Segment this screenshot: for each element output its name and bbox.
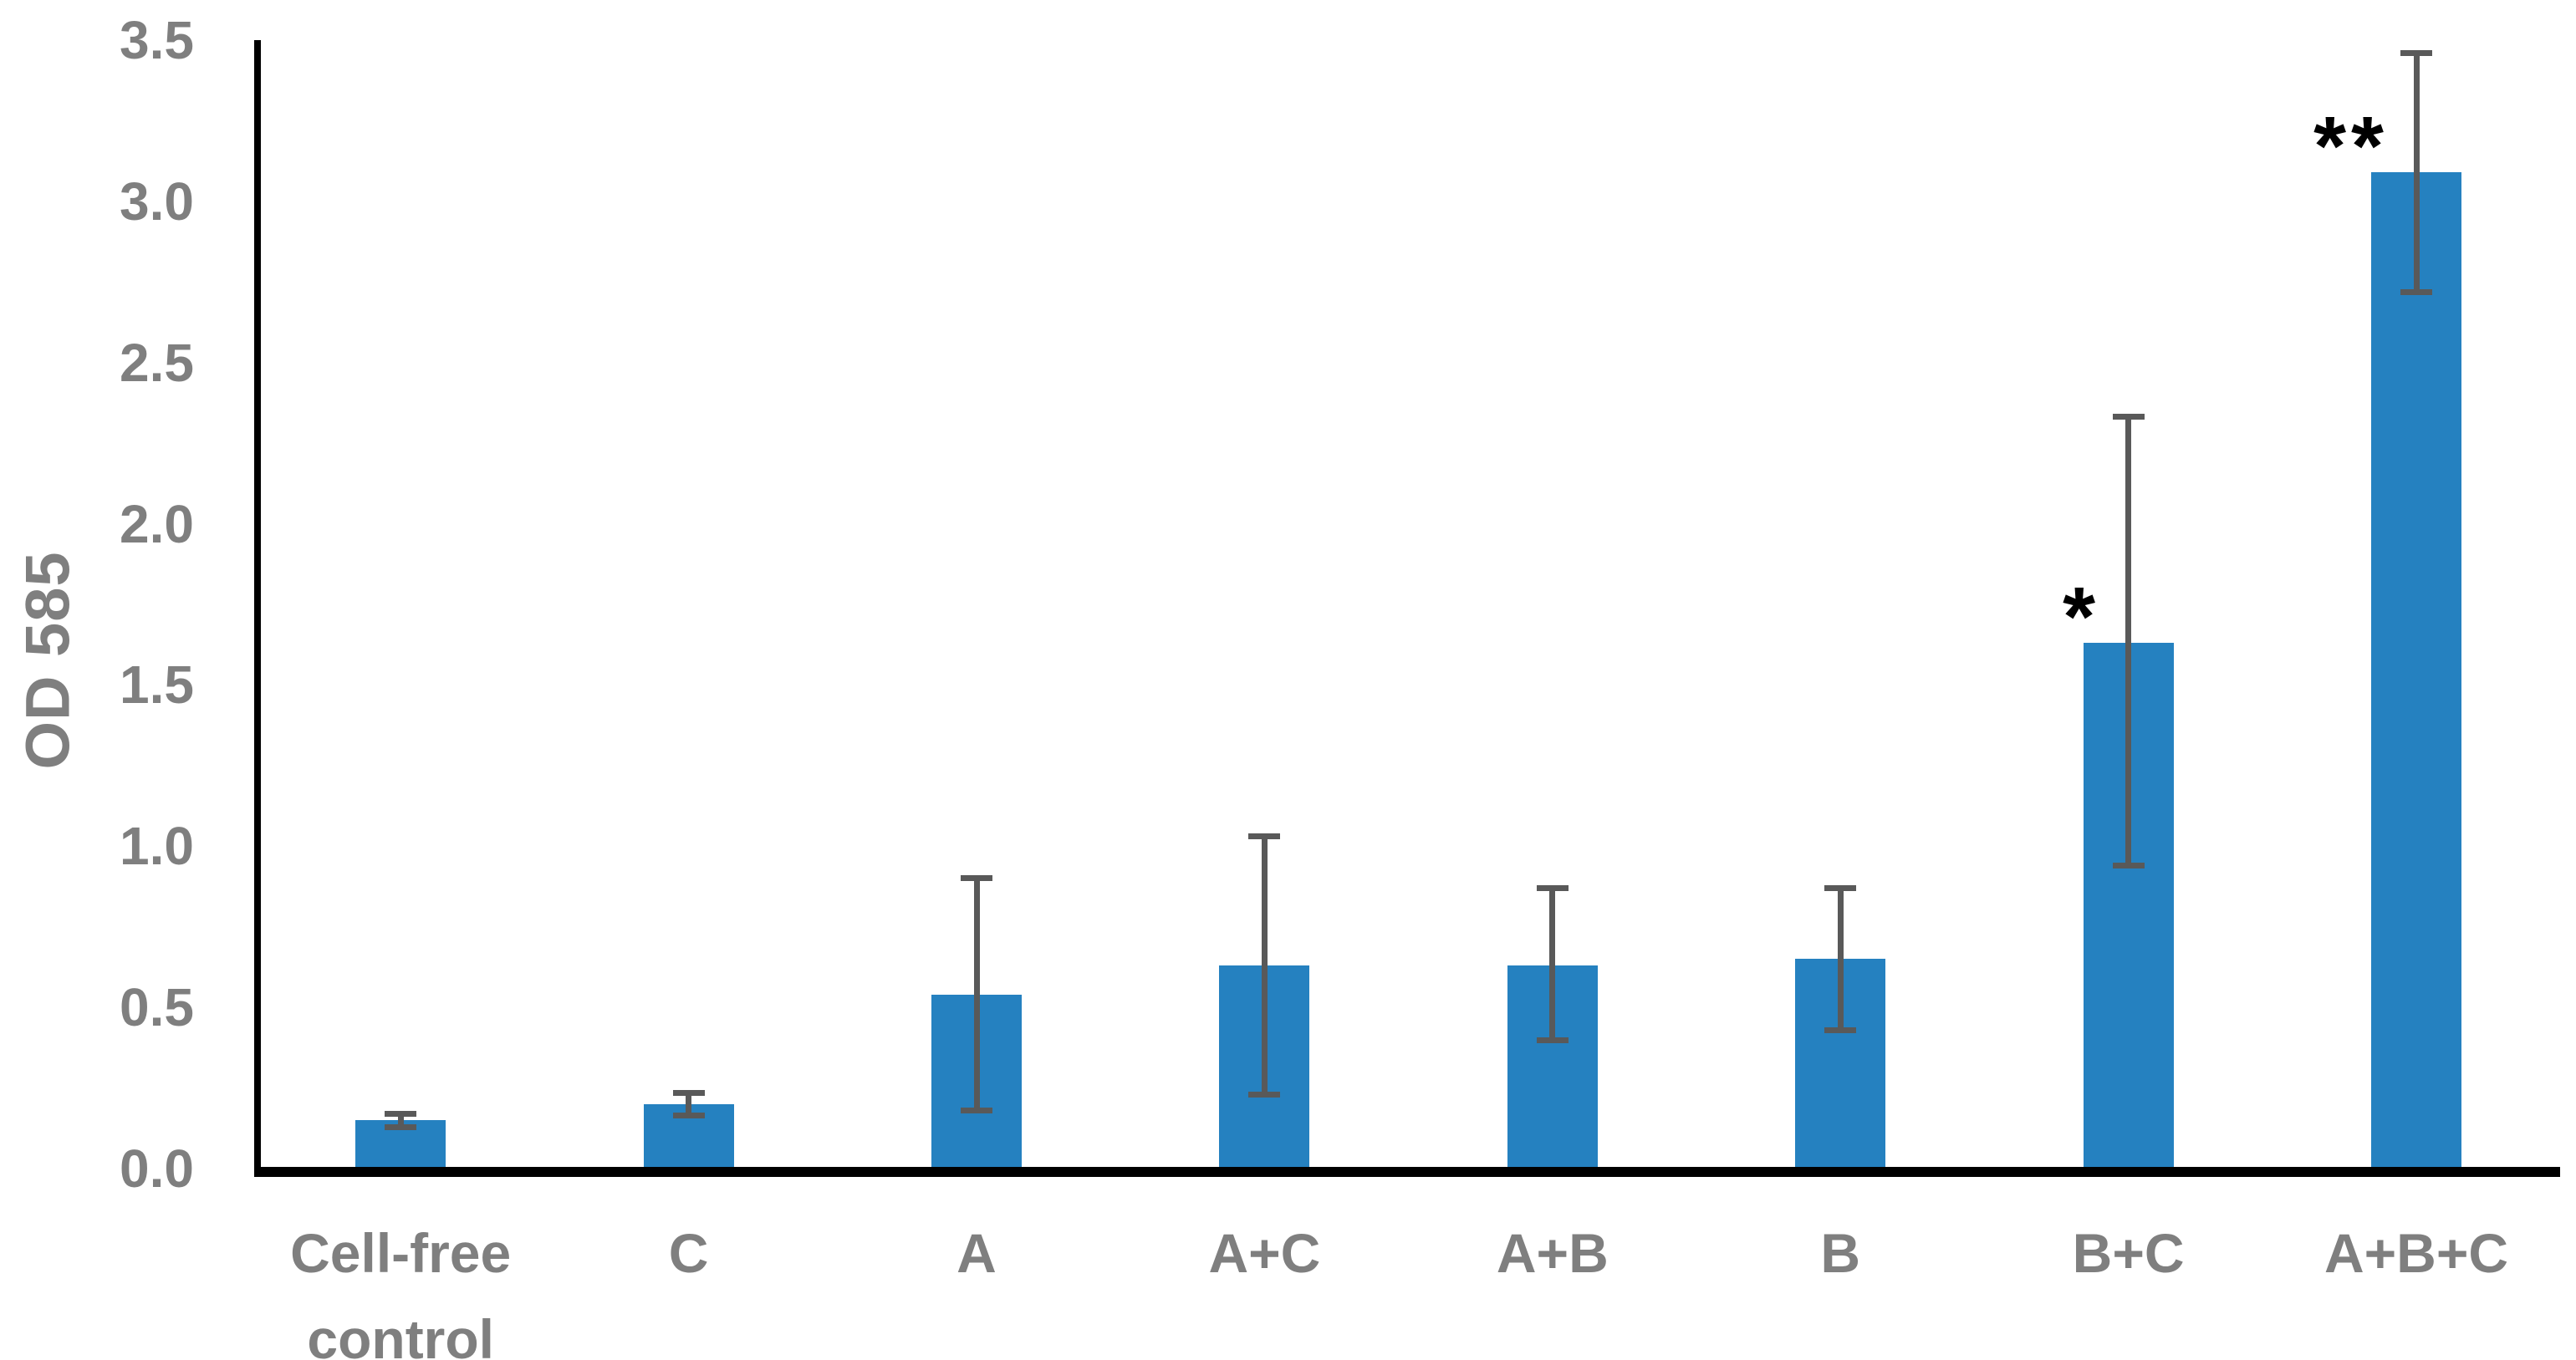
error-bar [672,1089,705,1096]
y-axis-line [254,40,261,1177]
error-bar [1536,884,1569,891]
error-bar [397,1110,404,1130]
x-category-label: A [956,1222,997,1284]
x-category-label: Cell-free control [290,1222,512,1360]
error-bar [973,875,980,1114]
error-bar [385,1110,417,1117]
significance-marker: * [2063,570,2101,665]
y-tick-label: 2.5 [120,332,194,393]
y-tick-label: 1.5 [120,655,194,716]
x-axis-line [254,1167,2560,1177]
y-tick-label: 2.0 [120,493,194,554]
error-bar [1261,833,1268,1098]
error-bar [385,1123,417,1130]
y-tick-label: 3.5 [120,10,194,70]
error-bar [2112,414,2145,420]
bar-a-b-c [2371,172,2461,1169]
error-bar [961,875,992,881]
error-bar [1248,833,1281,839]
significance-marker: ** [2313,99,2389,194]
error-bar [2413,49,2420,295]
x-category-label: C [668,1222,709,1284]
error-bar [2400,49,2432,56]
error-bar [2112,863,2145,869]
error-bar [2125,414,2132,869]
y-tick-label: 0.0 [120,1138,194,1199]
x-category-label: A+B+C [2324,1222,2509,1284]
x-category-label: A+B [1496,1222,1609,1284]
error-bar [961,1108,992,1114]
error-bar [1549,884,1556,1043]
error-bar [1824,884,1857,891]
x-category-label: A+C [1208,1222,1321,1284]
x-category-label: B+C [2072,1222,2185,1284]
error-bar [672,1113,705,1119]
error-bar [1248,1092,1281,1098]
y-tick-label: 1.0 [120,816,194,877]
error-bar [2400,288,2432,295]
error-bar [1824,1027,1857,1033]
error-bar [686,1089,692,1119]
y-tick-label: 3.0 [120,171,194,232]
y-tick-label: 0.5 [120,977,194,1038]
error-bar [1837,884,1844,1033]
x-category-label: B [1820,1222,1861,1284]
error-bar [1536,1037,1569,1043]
